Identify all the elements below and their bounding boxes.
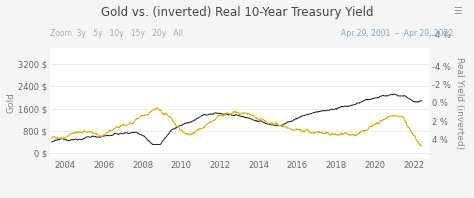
Text: ☰: ☰ [454, 6, 462, 16]
Text: Gold vs. (inverted) Real 10-Year Treasury Yield: Gold vs. (inverted) Real 10-Year Treasur… [101, 6, 373, 19]
Y-axis label: Real Yield (inverted): Real Yield (inverted) [455, 57, 464, 149]
Text: -4 %: -4 % [432, 31, 451, 40]
Text: Apr 29, 2001  –  Apr 29, 2022: Apr 29, 2001 – Apr 29, 2022 [341, 29, 453, 38]
Text: Zoom  3y   5y   10y   15y   20y   All: Zoom 3y 5y 10y 15y 20y All [50, 29, 183, 38]
Y-axis label: Gold: Gold [6, 92, 15, 113]
